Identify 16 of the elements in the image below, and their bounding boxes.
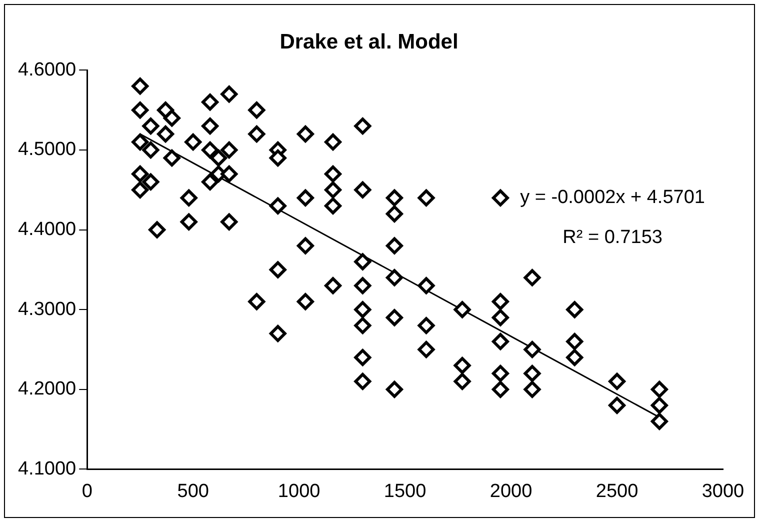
x-tick-label: 0 bbox=[82, 480, 92, 502]
x-tick-label: 1500 bbox=[384, 480, 426, 502]
y-tick-label: 4.1000 bbox=[18, 458, 76, 480]
y-tick-label: 4.6000 bbox=[18, 59, 76, 80]
x-tick-label: 500 bbox=[177, 480, 209, 502]
x-tick-label: 1000 bbox=[278, 480, 320, 502]
y-tick-label: 4.5000 bbox=[18, 139, 76, 160]
annotation: R² = 0.7153 bbox=[562, 227, 662, 248]
y-tick-label: 4.2000 bbox=[18, 378, 76, 400]
x-tick-label: 3000 bbox=[702, 480, 744, 502]
y-tick-label: 4.4000 bbox=[18, 219, 76, 240]
x-tick-label: 2000 bbox=[490, 480, 532, 502]
y-tick-label: 4.3000 bbox=[18, 298, 76, 320]
chart-title: Drake et al. Model bbox=[280, 30, 458, 54]
x-tick-label: 2500 bbox=[596, 480, 638, 502]
annotation: y = -0.0002x + 4.5701 bbox=[520, 187, 705, 208]
